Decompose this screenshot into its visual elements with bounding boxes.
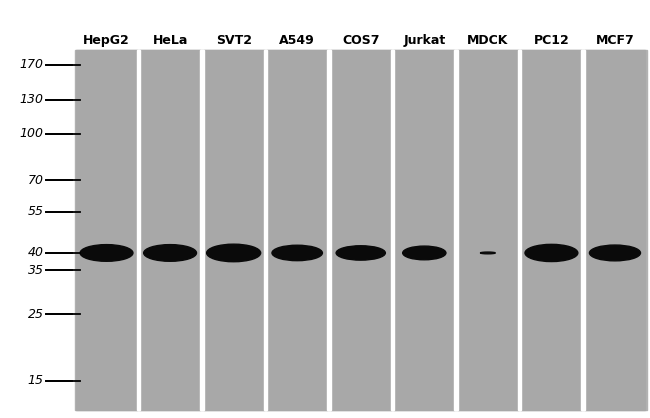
Text: 55: 55 <box>27 205 44 218</box>
Text: A549: A549 <box>280 34 315 47</box>
Text: Jurkat: Jurkat <box>403 34 445 47</box>
Text: 170: 170 <box>20 58 44 71</box>
Text: 130: 130 <box>20 93 44 106</box>
Text: MCF7: MCF7 <box>595 34 634 47</box>
Text: PC12: PC12 <box>534 34 569 47</box>
Text: 100: 100 <box>20 127 44 140</box>
Text: MDCK: MDCK <box>467 34 508 47</box>
Text: SVT2: SVT2 <box>216 34 252 47</box>
Text: 70: 70 <box>27 173 44 187</box>
Text: 40: 40 <box>27 247 44 260</box>
Text: 15: 15 <box>27 374 44 387</box>
Text: 35: 35 <box>27 264 44 277</box>
Text: HepG2: HepG2 <box>83 34 130 47</box>
Text: 25: 25 <box>27 308 44 321</box>
Text: HeLa: HeLa <box>152 34 188 47</box>
Text: COS7: COS7 <box>342 34 380 47</box>
